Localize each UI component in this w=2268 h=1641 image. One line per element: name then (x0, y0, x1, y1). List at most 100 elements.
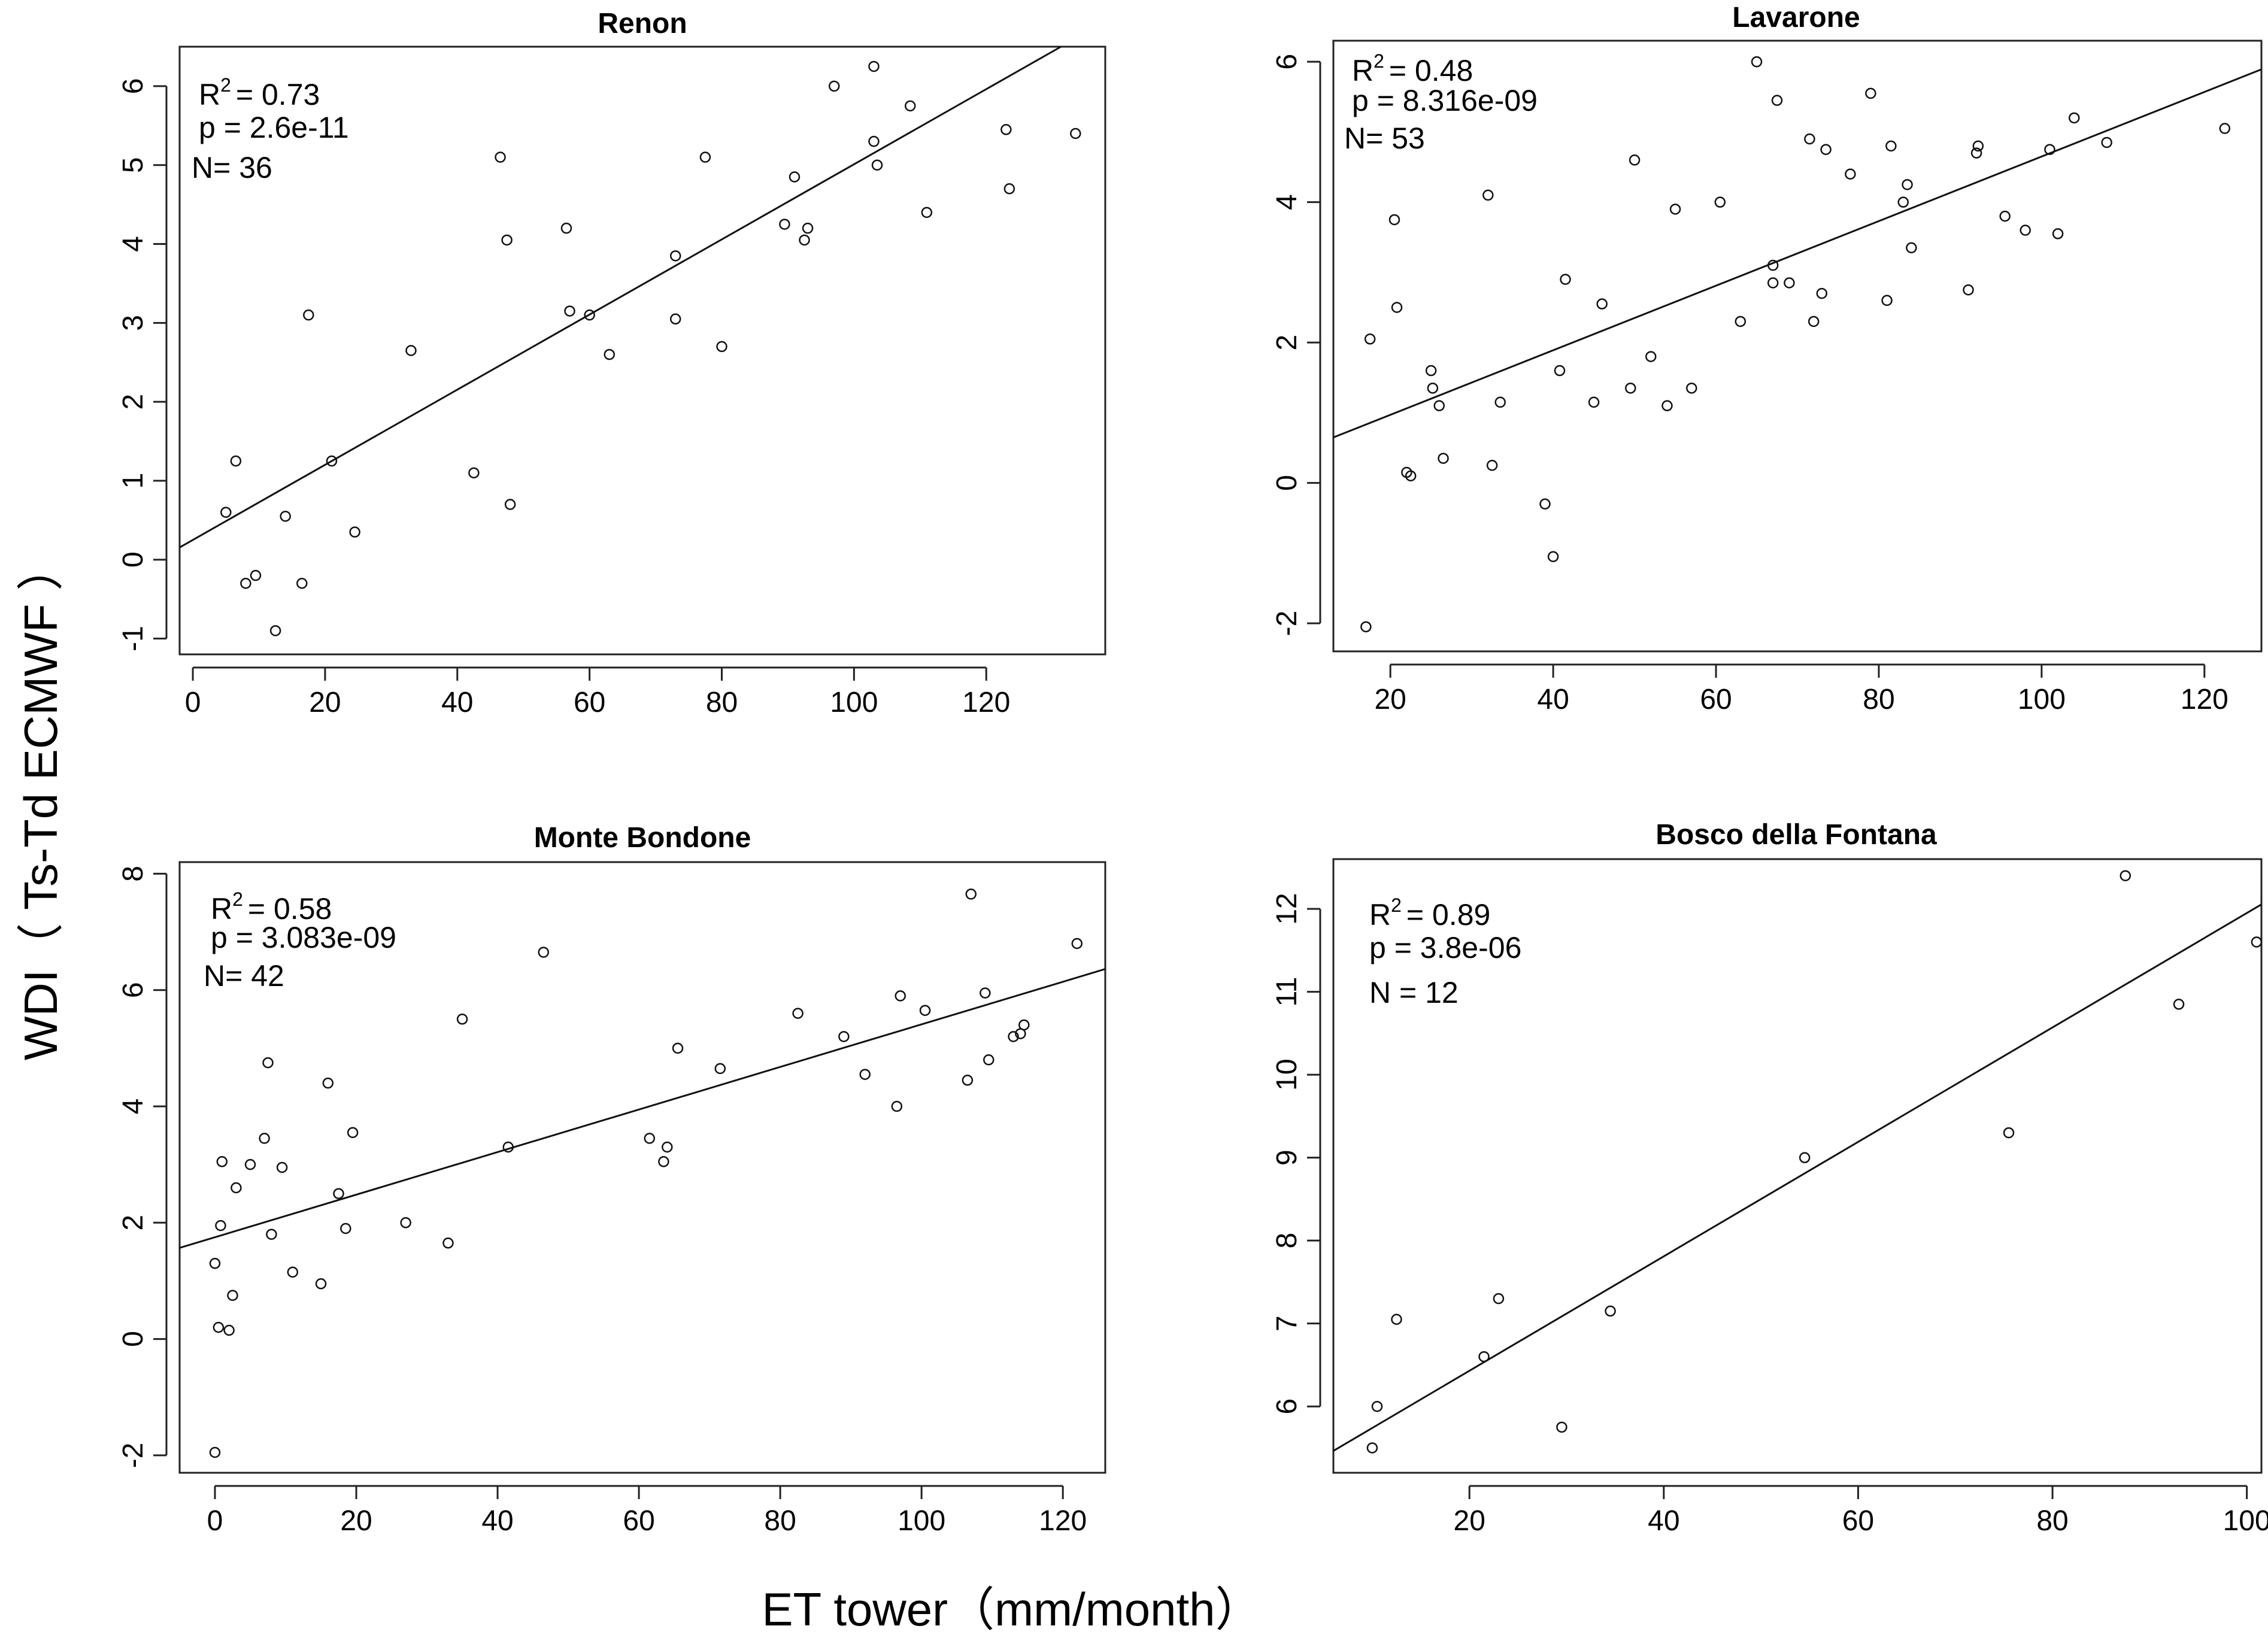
data-point (1438, 453, 1449, 464)
svg-text:R2= 0.89: R2 = 0.89 (1369, 894, 1490, 932)
sample-size: N = 12 (1369, 976, 1459, 1009)
data-point (2044, 144, 2055, 155)
data-point (564, 305, 575, 317)
regression-line-layer (179, 46, 1062, 548)
data-point (789, 171, 801, 183)
x-tick-label: 20 (340, 1505, 372, 1537)
y-tick-label: 10 (1271, 1058, 1303, 1090)
r-squared-exponent: 2 (232, 888, 243, 910)
y-tick-label: 11 (1271, 977, 1303, 1007)
y-axis: 6 7 8 9 10 11 12 (1271, 893, 1321, 1415)
data-point (828, 80, 840, 92)
data-point (1767, 277, 1779, 289)
y-tick-label: 2 (117, 1215, 149, 1231)
data-point (287, 1266, 299, 1278)
x-tick-label: 100 (898, 1505, 945, 1537)
stats-box: R2 = 0.58 p = 3.083e-09 N= 42 (204, 888, 396, 993)
sample-size: N= 53 (1344, 122, 1425, 155)
x-tick-label: 20 (309, 687, 341, 718)
stats-box: R2 = 0.48 p = 8.316e-09 N= 53 (1344, 50, 1538, 155)
data-point (672, 1042, 684, 1054)
r-squared-exponent: 2 (220, 74, 231, 96)
data-point (333, 1188, 344, 1199)
data-point (322, 1077, 334, 1089)
y-tick-label: 4 (117, 236, 149, 252)
data-point (662, 1141, 673, 1153)
data-point (220, 506, 232, 518)
data-point (1767, 259, 1779, 271)
data-point (1972, 140, 1984, 152)
x-tick-label: 60 (574, 687, 605, 718)
x-tick-label: 60 (1842, 1505, 1874, 1537)
r-squared-value: = 0.89 (1406, 898, 1490, 932)
x-tick-label: 60 (1700, 684, 1732, 715)
data-point (1735, 316, 1747, 327)
data-point (699, 151, 711, 163)
data-point (1366, 1442, 1378, 1454)
data-point (2120, 870, 2131, 881)
data-point (792, 1008, 803, 1019)
data-point (347, 1127, 359, 1138)
data-point (1391, 302, 1403, 313)
data-point (280, 511, 291, 522)
svg-text:R2= 0.73: R2 = 0.73 (199, 74, 320, 111)
x-tick-label: 120 (2181, 684, 2228, 715)
data-point (921, 207, 933, 219)
data-point (1405, 470, 1417, 482)
y-tick-label: -1 (117, 626, 149, 651)
data-point (349, 526, 360, 538)
shared-y-axis-label: WDI（ Ts-Td ECMWF ） (14, 544, 67, 1060)
data-point (2020, 225, 2031, 236)
data-point (213, 1321, 225, 1333)
data-point (1071, 938, 1083, 950)
data-point (560, 222, 572, 234)
data-point (859, 1069, 871, 1080)
data-point (669, 250, 681, 262)
x-tick-label: 20 (1454, 1505, 1485, 1537)
shared-x-axis-label: ET tower（mm/month） (762, 1583, 1262, 1636)
panel-bosco-della-fontana: Bosco della Fontana 20 40 60 80 100 6 7 8 9 10 11… (1271, 819, 2268, 1537)
data-point (1784, 277, 1795, 289)
y-tick-label: 2 (1271, 335, 1303, 351)
data-points (209, 888, 1083, 1458)
data-point (838, 1031, 850, 1042)
r-squared-label: R (199, 78, 220, 111)
data-point (584, 309, 595, 321)
y-tick-label: 0 (117, 551, 149, 568)
panel-title: Lavarone (1732, 2, 1860, 34)
data-point (716, 341, 727, 353)
plot-frame (1332, 858, 2263, 1474)
data-point (1360, 621, 1372, 633)
data-point (1371, 1400, 1383, 1412)
data-point (456, 1014, 468, 1025)
y-tick-label: 0 (1271, 475, 1303, 491)
x-tick-label: 0 (185, 687, 201, 718)
data-point (644, 1133, 656, 1144)
data-point (216, 1156, 228, 1167)
data-point (2251, 936, 2263, 948)
data-point (980, 987, 991, 999)
data-point (538, 947, 550, 958)
data-point (1588, 396, 1600, 408)
x-tick-label: 100 (830, 687, 878, 718)
x-tick-label: 40 (1648, 1505, 1679, 1537)
data-point (1486, 460, 1498, 471)
data-point (262, 1057, 274, 1069)
data-point (1605, 1305, 1616, 1317)
x-tick-label: 40 (481, 1505, 513, 1537)
data-point (326, 455, 338, 467)
regression-line-layer (179, 968, 1106, 1249)
data-point (501, 234, 513, 246)
data-point (1596, 298, 1608, 310)
data-point (296, 578, 308, 589)
data-point (405, 345, 417, 356)
data-point (303, 309, 314, 321)
data-point (1999, 210, 2011, 222)
data-point (669, 313, 681, 325)
svg-text:R2= 0.58: R2 = 0.58 (211, 888, 332, 926)
data-point (1547, 551, 1559, 562)
p-value: p = 8.316e-09 (1352, 84, 1538, 117)
plot-frame (178, 46, 1106, 656)
